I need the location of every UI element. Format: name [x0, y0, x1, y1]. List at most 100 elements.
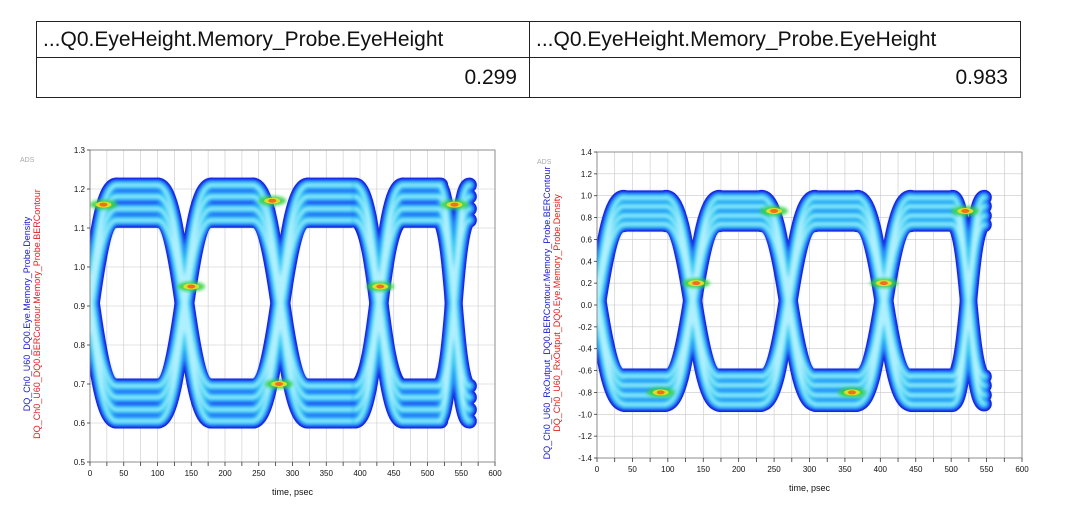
x-tick-label: 500	[944, 465, 958, 474]
x-tick-label: 600	[488, 469, 502, 478]
eye-diagram-chart-right: -1.4 -1.2 -1.0 -0.8 -0.6 -0.4 -0.2 0.0 0.2 0.4 0.6…	[537, 148, 1029, 493]
x-tick-label: 450	[387, 469, 401, 478]
table-header-cell: ...Q0.EyeHeight.Memory_Probe.EyeHeight	[529, 21, 1021, 58]
x-axis-label: time, psec	[789, 483, 831, 493]
y-axis-label: DQ_Ch0_U60_DQ0.Eye.Memory_Probe.Density	[22, 216, 32, 411]
y-tick-label: 1.0	[74, 263, 86, 272]
y-tick-label: -0.4	[578, 345, 592, 354]
eye-trace	[597, 196, 626, 296]
eye-trace	[760, 196, 817, 378]
eye-trace	[597, 305, 626, 406]
eye-trace	[251, 195, 310, 399]
eye-diagram-chart-left: 0.5 0.6 0.7 0.8 0.9 1.0 1.1 1.2 1.3 0 50 100 150 200 2…	[20, 146, 502, 497]
table-row: 0.299 0.983	[36, 57, 1021, 98]
x-tick-label: 0	[88, 469, 93, 478]
y-tick-label: -1.2	[578, 432, 592, 441]
hotspot-orange	[848, 390, 856, 395]
y-axis-label: DQ_Ch0_U60_DQ0.BERContour.Memory_Probe.B…	[32, 189, 42, 439]
y-tick-label: 0.0	[581, 301, 593, 310]
table-value-cell: 0.299	[36, 57, 530, 98]
x-tick-label: 300	[286, 469, 300, 478]
y-tick-label: 1.4	[581, 148, 593, 157]
eye-trace	[251, 207, 310, 411]
eye-trace	[353, 207, 405, 411]
hotspot-orange	[692, 281, 701, 286]
hotspot-orange	[879, 281, 888, 286]
x-tick-label: 350	[320, 469, 334, 478]
ads-watermark: ADS	[537, 159, 552, 166]
y-tick-label: 1.3	[74, 146, 86, 155]
y-tick-label: -0.2	[578, 323, 592, 332]
y-tick-label: 1.2	[74, 185, 86, 194]
y-tick-label: 0.2	[581, 279, 593, 288]
eye-trace	[597, 214, 626, 314]
eye-trace	[90, 183, 118, 295]
y-tick-label: 1.1	[74, 224, 86, 233]
eye-trace	[90, 218, 118, 331]
hotspot-orange	[961, 209, 970, 214]
hotspot-orange	[268, 198, 277, 203]
y-tick-label: 0.8	[581, 214, 593, 223]
x-tick-label: 150	[697, 465, 711, 474]
eye-trace	[597, 204, 626, 305]
hotspot-orange	[770, 209, 779, 214]
eye-trace	[353, 195, 405, 399]
density-hotspots	[646, 206, 980, 398]
y-tick-label: 0.8	[74, 341, 86, 350]
eye-trace	[855, 223, 912, 406]
table-header-cell: ...Q0.EyeHeight.Memory_Probe.EyeHeight	[36, 21, 530, 58]
y-tick-label: -0.8	[578, 388, 592, 397]
eye-trace	[353, 218, 405, 423]
x-tick-label: 200	[218, 469, 232, 478]
y-tick-label: 1.0	[581, 192, 593, 201]
eye-trace	[760, 223, 817, 406]
y-tick-label: -1.4	[578, 454, 592, 463]
y-tick-label: 0.6	[74, 419, 86, 428]
table-value-cell: 0.983	[529, 57, 1021, 98]
y-tick-label: 0.4	[581, 257, 593, 266]
hotspot-orange	[450, 202, 459, 207]
x-tick-label: 450	[909, 465, 923, 474]
eye-trace	[597, 223, 626, 323]
x-tick-label: 350	[838, 465, 852, 474]
x-tick-label: 300	[803, 465, 817, 474]
y-tick-label: 0.5	[74, 458, 86, 467]
eye-density	[597, 189, 992, 412]
hotspot-orange	[656, 390, 665, 395]
y-tick-label: 0.6	[581, 235, 593, 244]
hotspot-orange	[275, 382, 283, 386]
x-tick-label: 100	[661, 465, 675, 474]
x-tick-label: 250	[252, 469, 266, 478]
x-tick-label: 100	[151, 469, 165, 478]
hotspot-orange	[187, 284, 196, 289]
x-axis-label: time, psec	[272, 487, 314, 497]
x-tick-label: 600	[1015, 465, 1029, 474]
x-tick-label: 250	[767, 465, 781, 474]
eye-trace	[251, 218, 310, 423]
y-tick-label: 0.9	[74, 302, 86, 311]
y-axis-label: DQ_Ch0_U60_RxOutput_DQ0.BERContour.Memor…	[542, 167, 552, 460]
eye-trace	[760, 214, 817, 397]
density-hotspots	[90, 195, 469, 389]
y-tick-label: -1.0	[578, 410, 592, 419]
eye-trace	[597, 278, 626, 378]
ads-watermark: ADS	[20, 157, 35, 164]
x-tick-label: 500	[421, 469, 435, 478]
eye-trace	[664, 204, 721, 387]
x-tick-label: 550	[455, 469, 469, 478]
table-header-row: ...Q0.EyeHeight.Memory_Probe.EyeHeight .…	[36, 21, 1021, 58]
eye-trace	[664, 214, 721, 397]
y-tick-label: 0.7	[74, 380, 86, 389]
eye-trace	[156, 218, 213, 423]
x-tick-label: 0	[595, 465, 600, 474]
eye-trace	[251, 183, 310, 388]
eye-trace	[664, 223, 721, 406]
hotspot-orange	[376, 284, 385, 289]
eye-trace	[156, 195, 213, 399]
eye-trace	[436, 183, 471, 388]
x-tick-label: 50	[628, 465, 637, 474]
y-axis-label: DQ_Ch0_U60_RxOutput_DQ0.Eye.Memory_Probe…	[552, 194, 562, 432]
density-band-core	[90, 183, 471, 423]
y-tick-label: 1.2	[581, 170, 593, 179]
eye-trace	[855, 214, 912, 397]
